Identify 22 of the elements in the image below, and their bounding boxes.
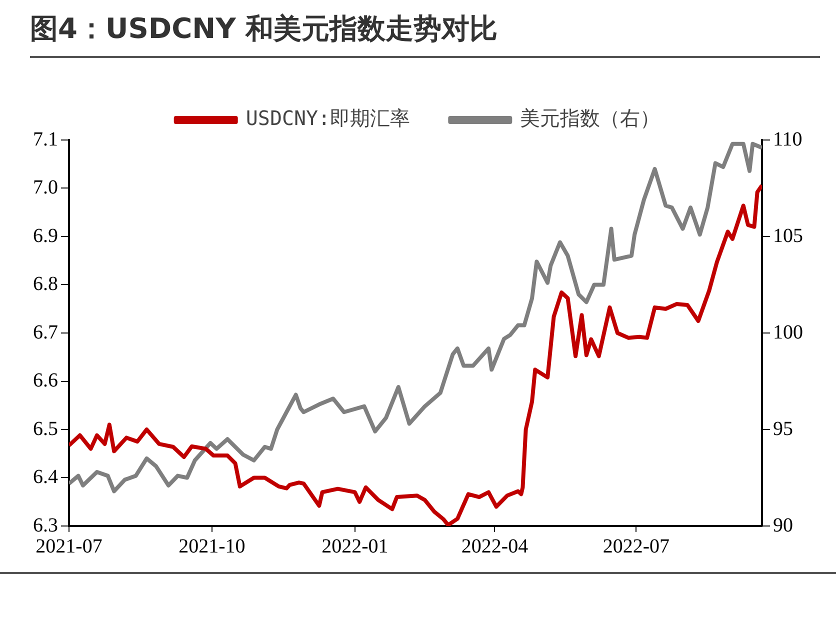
y2-tick-label: 105 <box>773 224 803 247</box>
x-tick-label: 2022-04 <box>461 535 528 558</box>
chart-title: 图4：USDCNY 和美元指数走势对比 <box>30 10 820 58</box>
y-tick-label: 6.9 <box>33 224 58 247</box>
y-tick-label: 6.5 <box>33 418 58 440</box>
y2-tick-label: 110 <box>773 128 802 150</box>
y-tick-label: 6.6 <box>33 370 58 392</box>
x-tick-label: 2021-07 <box>36 535 102 558</box>
legend-label: 美元指数（右） <box>520 106 660 130</box>
y2-tick-label: 95 <box>773 418 793 440</box>
y-tick-label: 7.0 <box>33 176 58 198</box>
y-tick-label: 6.3 <box>33 514 58 536</box>
x-tick-label: 2022-01 <box>322 535 388 558</box>
y-tick-label: 7.1 <box>33 128 58 150</box>
x-tick-label: 2022-07 <box>602 535 670 558</box>
y2-tick-label: 90 <box>773 514 793 536</box>
x-tick-label: 2021-10 <box>178 535 246 558</box>
y-tick-label: 6.8 <box>33 273 58 295</box>
legend-label: USDCNY:即期汇率 <box>246 106 410 130</box>
y2-tick-label: 100 <box>773 321 803 344</box>
y-tick-label: 6.4 <box>33 466 58 488</box>
y-tick-label: 6.7 <box>33 321 58 344</box>
